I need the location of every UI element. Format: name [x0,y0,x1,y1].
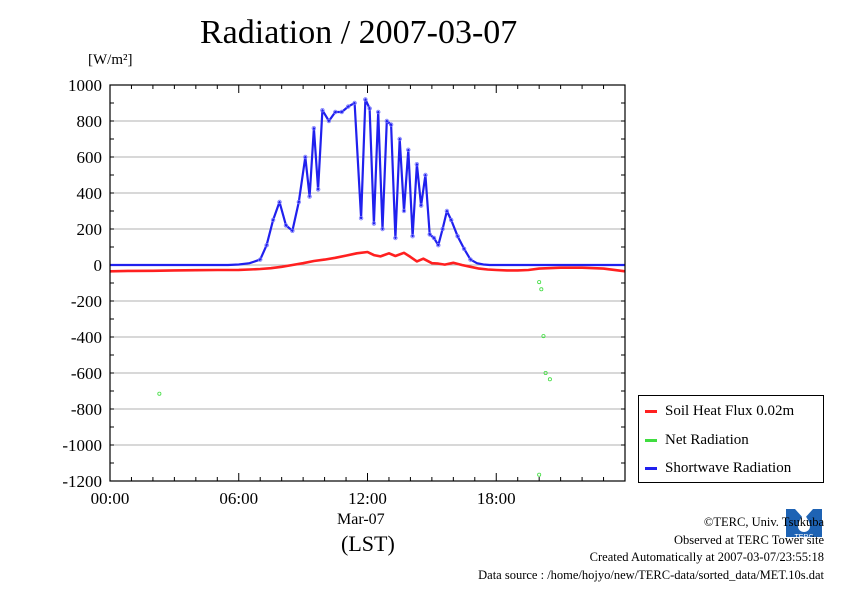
shortwave-radiation-point [418,203,424,208]
legend-swatch-shortwave-radiation [645,466,657,470]
shortwave-radiation-point [414,161,420,167]
y-axis-unit-label: [W/m²] [88,52,133,68]
shortwave-radiation-point [440,226,445,232]
y-tick-label: -1000 [62,436,102,455]
y-tick-label: 0 [94,256,103,275]
shortwave-radiation-point [363,97,368,102]
shortwave-radiation-point [436,242,441,248]
y-tick-label: 800 [77,112,103,131]
shortwave-radiation-point [388,122,394,127]
shortwave-radiation-point [333,109,338,115]
y-tick-label: 1000 [68,76,102,95]
footer-credits: ©TERC, Univ. Tsukuba Observed at TERC To… [478,514,824,584]
shortwave-radiation-point [468,257,473,262]
net-radiation-point [157,391,162,396]
chart-title: Radiation / 2007-03-07 [200,14,518,51]
shortwave-radiation-point [431,235,437,241]
shortwave-radiation-line [110,98,625,267]
logo-text: TERC [794,534,813,541]
shortwave-radiation-point [423,172,428,178]
legend: Soil Heat Flux 0.02m Net Radiation Short… [638,395,824,483]
legend-label-shortwave-radiation: Shortwave Radiation [665,459,792,476]
shortwave-radiation-point [461,246,467,251]
net-radiation-point [541,334,546,339]
shortwave-radiation-point [448,217,454,223]
shortwave-radiation-point [277,199,282,205]
shortwave-radiation-point [455,233,460,239]
legend-item-shortwave-radiation: Shortwave Radiation [645,457,791,479]
shortwave-radiation-point [290,228,295,233]
y-tick-label: -600 [71,364,102,383]
legend-label-net-radiation: Net Radiation [665,431,749,448]
net-radiation-point [537,472,542,477]
shortwave-radiation-point [264,242,269,248]
y-tick-label: -200 [71,292,102,311]
shortwave-radiation-point [406,147,411,152]
shortwave-radiation-point [296,199,302,205]
shortwave-radiation-point [380,226,385,232]
x-axis-date-label: Mar-07 [337,511,385,528]
y-tick-label: -800 [71,400,102,419]
shortwave-radiation-point [339,109,344,115]
shortwave-radiation-point [384,118,390,124]
shortwave-radiation-point [320,107,325,113]
shortwave-radiation-point [427,232,432,237]
shortwave-radiation-point [401,208,407,214]
shortwave-radiation-point [352,100,357,106]
y-tick-label: 400 [77,184,103,203]
net-radiation-point [539,287,544,292]
y-tick-label: -1200 [62,472,102,491]
net-radiation-point [537,280,542,285]
y-tick-label: 600 [77,148,103,167]
shortwave-radiation-point [444,208,450,214]
shortwave-radiation-point [393,235,398,241]
footer-source: Data source : /home/hojyo/new/TERC-data/… [478,567,824,582]
terc-logo: TERC [783,505,825,541]
shortwave-radiation-point [376,109,381,115]
x-tick-label: 00:00 [91,489,130,508]
shortwave-radiation-point [311,125,317,131]
x-tick-label: 06:00 [219,489,258,508]
net-radiation-point [543,370,548,375]
shortwave-radiation-point [270,217,276,223]
net-radiation-point [547,377,552,382]
legend-item-soil-heat-flux: Soil Heat Flux 0.02m [645,400,794,422]
shortwave-radiation-point [326,118,332,124]
plot-frame [109,84,626,482]
legend-label-soil-heat-flux: Soil Heat Flux 0.02m [665,402,795,419]
shortwave-radiation-point [345,104,351,109]
shortwave-radiation-point [367,106,372,111]
y-tick-label: 200 [77,220,103,239]
legend-swatch-soil-heat-flux [645,409,657,413]
shortwave-radiation-point [307,194,312,199]
footer-copyright: ©TERC, Univ. Tsukuba [703,515,824,529]
footer-observed: Observed at TERC Tower site [673,532,824,547]
shortwave-radiation-point [283,223,289,228]
shortwave-radiation-point [315,187,321,192]
x-tick-label: 12:00 [348,489,387,508]
shortwave-radiation-point [258,257,263,262]
legend-swatch-net-radiation [645,438,657,442]
y-tick-label: -400 [71,328,102,347]
shortwave-radiation-point [397,136,402,142]
legend-item-net-radiation: Net Radiation [645,429,749,451]
shortwave-radiation-point [358,215,364,221]
soil-heat-flux-line [109,250,626,273]
shortwave-radiation-point [303,154,308,160]
shortwave-radiation-point [410,233,415,239]
x-tick-label: 18:00 [477,489,516,508]
shortwave-radiation-point [371,221,377,226]
x-axis-title: (LST) [341,531,395,556]
footer-created: Created Automatically at 2007-03-07/23:5… [589,550,824,564]
